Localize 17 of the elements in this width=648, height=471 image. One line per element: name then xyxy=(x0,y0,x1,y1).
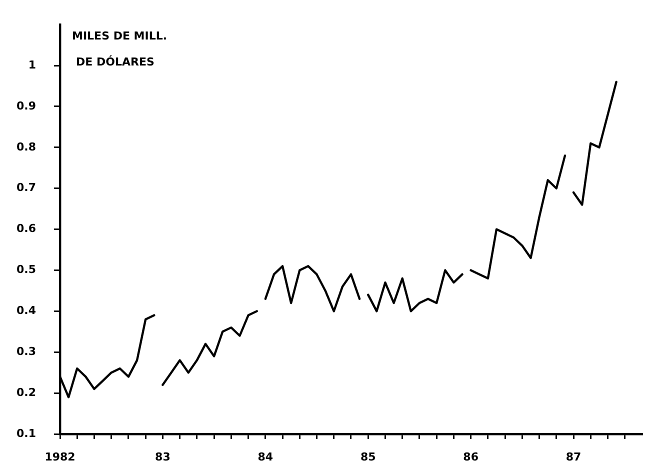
y-tick-label: 0.9 xyxy=(16,99,36,112)
y-tick-label: 0.7 xyxy=(16,181,36,194)
x-tick-label: 1982 xyxy=(44,450,76,464)
x-tick-label: 83 xyxy=(155,450,170,464)
y-tick-label: 1 xyxy=(28,58,36,72)
y-tick-label: 0.1 xyxy=(16,426,36,440)
y-tick-label: 0.2 xyxy=(16,386,36,399)
x-tick-label: 87 xyxy=(566,450,582,464)
y-axis-title: MILES DE MILL. DE DÓLARES xyxy=(72,29,168,68)
y-tick-label: 0.5 xyxy=(16,263,36,276)
y-tick-label: 0.3 xyxy=(16,344,36,358)
x-tick-label: 85 xyxy=(360,450,376,464)
x-tick-label: 84 xyxy=(258,450,274,464)
y-tick-label: 0.8 xyxy=(16,140,36,154)
y-tick-label: 0.4 xyxy=(16,304,36,318)
y-tick-label: 0.6 xyxy=(16,222,36,236)
x-tick-label: 86 xyxy=(463,450,479,464)
